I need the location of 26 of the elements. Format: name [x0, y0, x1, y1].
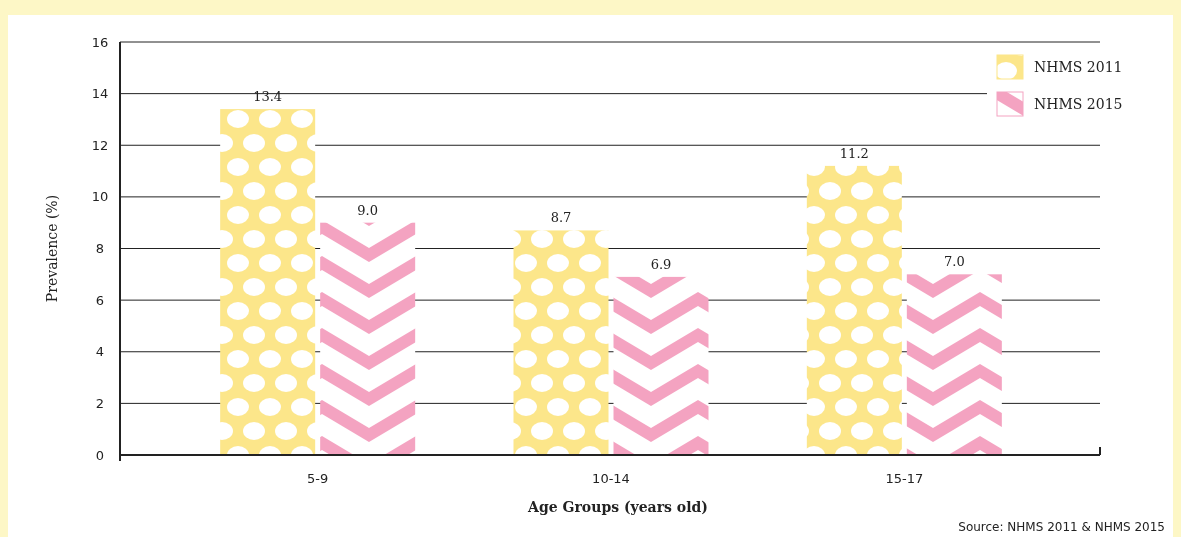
- y-tick-label: 4: [95, 344, 105, 360]
- y-tick-label: 12: [91, 137, 109, 153]
- y-tick-label: 6: [95, 292, 105, 308]
- x-tick-label: 15-17: [885, 471, 924, 486]
- text: 11.2: [839, 145, 869, 161]
- y-axis-title: Prevalence (%): [44, 194, 60, 303]
- bar: [220, 109, 316, 455]
- legend-label: NHMS 2011: [1034, 58, 1123, 75]
- y-tick-label: 0: [95, 447, 105, 463]
- text: 6.9: [650, 256, 672, 272]
- y-tick-label: 2: [95, 395, 105, 411]
- text: 8.7: [550, 210, 572, 226]
- bar: [513, 230, 609, 455]
- text: 7.0: [943, 254, 965, 270]
- y-tick-label: 16: [91, 34, 109, 50]
- y-tick-label: 14: [91, 86, 109, 102]
- text: 9.0: [357, 202, 379, 218]
- x-tick-label: 10-14: [592, 471, 630, 486]
- x-axis-title: Age Groups (years old): [527, 499, 708, 515]
- y-tick-label: 8: [95, 241, 105, 257]
- x-tick-label: 5-9: [307, 471, 329, 486]
- source-note: Source: NHMS 2011 & NHMS 2015: [958, 520, 1165, 534]
- y-tick-label: 10: [91, 189, 109, 205]
- legend-label: NHMS 2015: [1034, 95, 1123, 112]
- bar: [806, 165, 902, 455]
- text: 13.4: [253, 89, 283, 105]
